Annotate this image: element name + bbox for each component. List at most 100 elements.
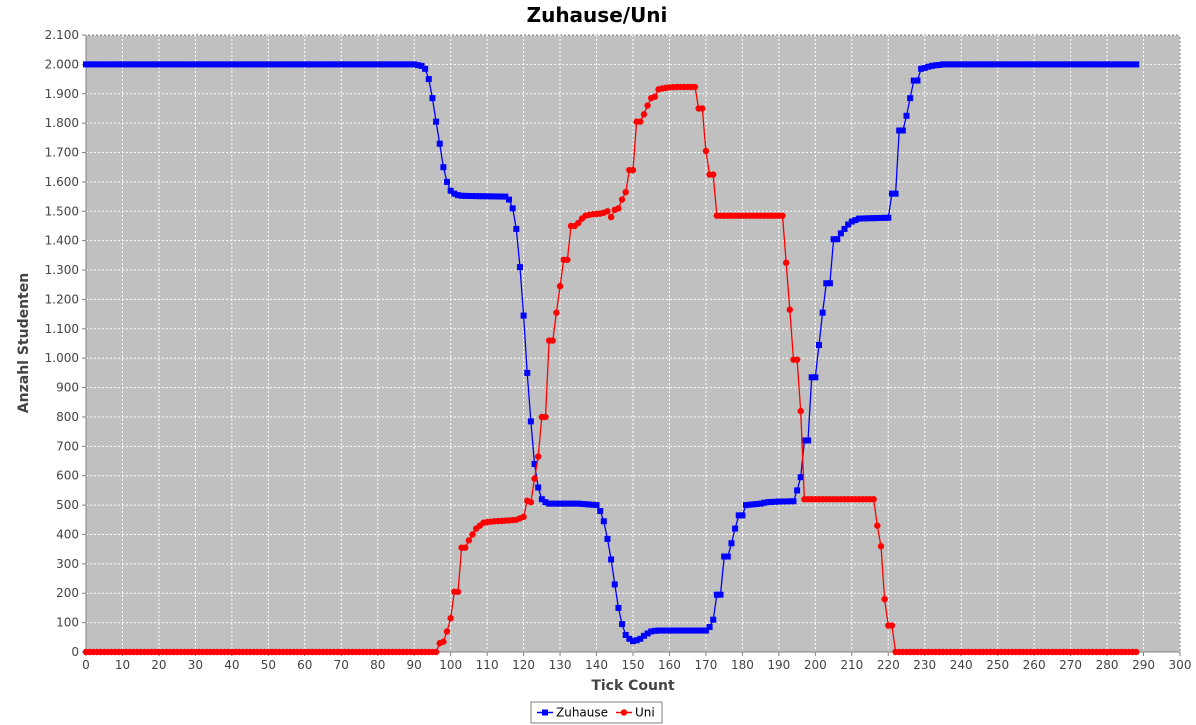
data-point-zuhause bbox=[177, 61, 184, 68]
data-point-zuhause bbox=[659, 627, 666, 634]
data-point-zuhause bbox=[626, 635, 633, 642]
data-point-zuhause bbox=[797, 474, 804, 481]
data-point-zuhause bbox=[728, 540, 735, 547]
x-tick-label: 30 bbox=[188, 658, 203, 672]
data-point-zuhause bbox=[516, 264, 523, 271]
data-point-zuhause bbox=[141, 61, 148, 68]
data-point-zuhause bbox=[943, 61, 950, 68]
data-point-zuhause bbox=[1001, 61, 1008, 68]
data-point-zuhause bbox=[104, 61, 111, 68]
data-point-zuhause bbox=[535, 484, 542, 491]
data-point-zuhause bbox=[848, 218, 855, 225]
data-point-zuhause bbox=[392, 61, 399, 68]
data-point-zuhause bbox=[815, 341, 822, 348]
data-point-zuhause bbox=[994, 61, 1001, 68]
data-point-zuhause bbox=[239, 61, 246, 68]
data-point-uni bbox=[564, 256, 571, 263]
data-point-zuhause bbox=[859, 215, 866, 222]
data-point-zuhause bbox=[768, 498, 775, 505]
legend-item-zuhause: Zuhause bbox=[537, 706, 608, 720]
data-point-zuhause bbox=[743, 502, 750, 509]
data-point-zuhause bbox=[199, 61, 206, 68]
data-point-uni bbox=[877, 543, 885, 550]
y-tick-label: 900 bbox=[56, 381, 79, 395]
y-tick-label: 1.800 bbox=[45, 116, 79, 130]
data-point-zuhause bbox=[192, 61, 199, 68]
data-point-zuhause bbox=[593, 502, 600, 509]
x-tick-label: 280 bbox=[1096, 658, 1119, 672]
data-point-zuhause bbox=[1042, 61, 1049, 68]
data-point-uni bbox=[440, 638, 447, 645]
data-point-uni bbox=[779, 212, 786, 219]
data-point-zuhause bbox=[852, 217, 859, 224]
data-point-zuhause bbox=[1078, 61, 1085, 68]
data-point-uni bbox=[469, 531, 476, 538]
data-point-zuhause bbox=[279, 61, 286, 68]
data-point-zuhause bbox=[83, 61, 89, 68]
data-point-zuhause bbox=[783, 498, 790, 505]
data-point-uni bbox=[888, 622, 896, 629]
data-point-zuhause bbox=[702, 627, 709, 634]
data-point-zuhause bbox=[874, 215, 881, 222]
data-point-zuhause bbox=[1009, 61, 1016, 68]
x-tick-label: 90 bbox=[407, 658, 422, 672]
data-point-zuhause bbox=[706, 624, 713, 631]
data-point-zuhause bbox=[371, 61, 378, 68]
data-point-zuhause bbox=[918, 65, 925, 72]
x-tick-label: 110 bbox=[476, 658, 499, 672]
data-point-zuhause bbox=[228, 61, 235, 68]
x-tick-label: 190 bbox=[767, 658, 790, 672]
data-point-zuhause bbox=[163, 61, 170, 68]
data-point-zuhause bbox=[119, 61, 126, 68]
data-point-zuhause bbox=[469, 193, 476, 200]
x-tick-label: 300 bbox=[1169, 658, 1192, 672]
data-point-zuhause bbox=[622, 631, 629, 638]
y-tick-label: 0 bbox=[71, 645, 79, 659]
data-point-zuhause bbox=[542, 499, 549, 506]
data-point-zuhause bbox=[998, 61, 1005, 68]
data-point-zuhause bbox=[746, 501, 753, 508]
data-point-zuhause bbox=[735, 512, 742, 519]
data-point-zuhause bbox=[473, 193, 480, 200]
data-point-uni bbox=[622, 188, 629, 196]
y-tick-label: 1.900 bbox=[45, 87, 79, 101]
data-point-zuhause bbox=[910, 77, 917, 84]
y-tick-label: 1.700 bbox=[45, 146, 79, 160]
data-point-zuhause bbox=[1071, 61, 1078, 68]
data-point-zuhause bbox=[867, 215, 874, 222]
data-point-zuhause bbox=[334, 61, 341, 68]
data-point-zuhause bbox=[553, 500, 560, 507]
data-point-zuhause bbox=[611, 581, 618, 588]
data-point-zuhause bbox=[513, 225, 520, 232]
data-point-zuhause bbox=[287, 61, 294, 68]
data-point-zuhause bbox=[1089, 61, 1096, 68]
data-point-uni bbox=[465, 537, 473, 544]
data-point-zuhause bbox=[414, 62, 421, 69]
data-point-zuhause bbox=[1074, 61, 1081, 68]
x-tick-label: 160 bbox=[658, 658, 681, 672]
y-axis-label: Anzahl Studenten bbox=[16, 273, 32, 413]
chart-title: Zuhause/Uni bbox=[527, 3, 668, 27]
data-point-zuhause bbox=[506, 196, 513, 203]
data-point-uni bbox=[644, 102, 651, 109]
data-point-zuhause bbox=[640, 632, 647, 639]
data-point-zuhause bbox=[1129, 61, 1136, 68]
data-point-zuhause bbox=[1133, 61, 1140, 68]
data-point-zuhause bbox=[717, 591, 724, 598]
data-point-zuhause bbox=[378, 61, 385, 68]
data-point-zuhause bbox=[418, 62, 425, 69]
data-point-zuhause bbox=[907, 95, 914, 102]
x-tick-label: 170 bbox=[694, 658, 717, 672]
data-point-zuhause bbox=[454, 192, 461, 199]
y-tick-label: 800 bbox=[56, 410, 79, 424]
data-point-uni bbox=[797, 407, 804, 415]
data-point-zuhause bbox=[498, 193, 505, 200]
x-tick-label: 100 bbox=[439, 658, 462, 672]
data-point-zuhause bbox=[1053, 61, 1060, 68]
y-tick-label: 1.100 bbox=[45, 322, 79, 336]
data-point-zuhause bbox=[750, 501, 757, 508]
legend-item-uni: Uni bbox=[616, 706, 655, 720]
data-point-zuhause bbox=[560, 500, 567, 507]
data-point-zuhause bbox=[976, 61, 983, 68]
data-point-zuhause bbox=[888, 190, 895, 197]
